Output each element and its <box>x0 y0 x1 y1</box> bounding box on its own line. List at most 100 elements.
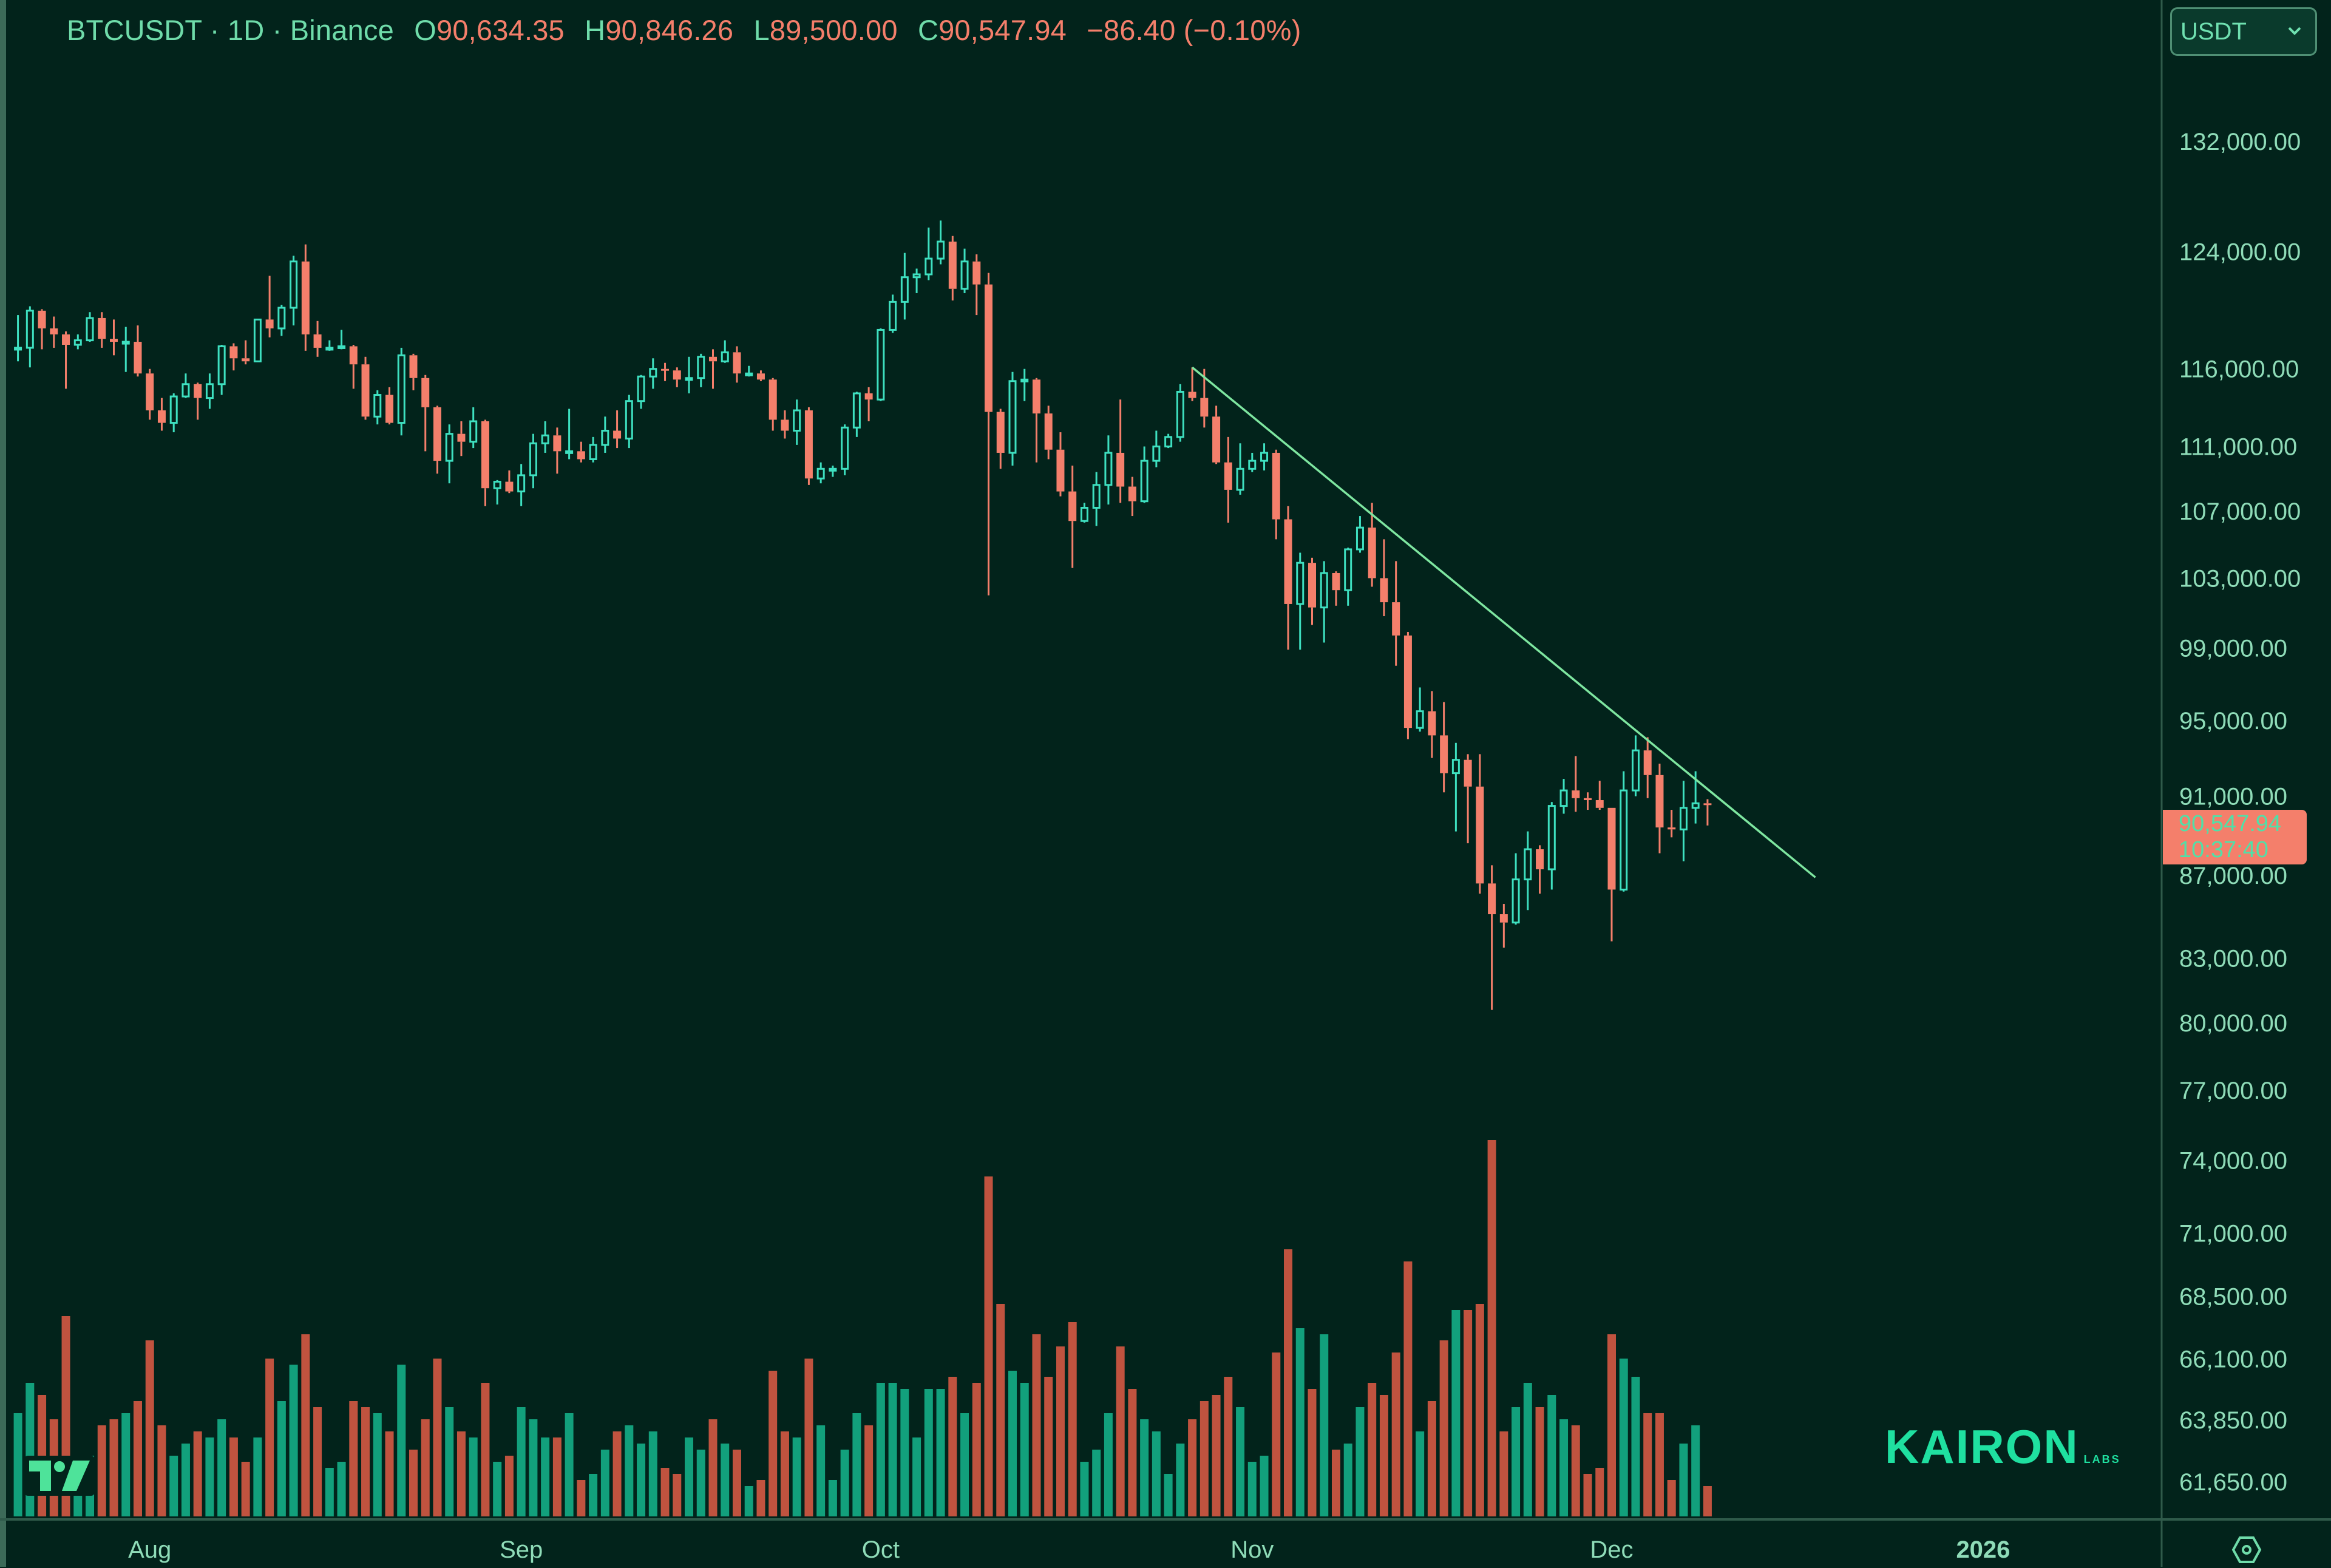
volume-bar <box>1595 1468 1604 1516</box>
tradingview-logo-icon[interactable] <box>24 1456 95 1499</box>
candle-body-up <box>1512 878 1520 924</box>
candle-body-up <box>900 276 909 303</box>
currency-select[interactable]: USDT <box>2170 7 2317 56</box>
volume-bar <box>1272 1352 1281 1516</box>
candle <box>205 373 214 409</box>
candle <box>481 419 489 506</box>
volume-bar <box>445 1407 454 1516</box>
volume-bar <box>1523 1383 1532 1516</box>
low-value: 89,500.00 <box>769 14 898 46</box>
volume-bar <box>1116 1346 1125 1516</box>
volume-bar <box>1619 1359 1628 1516</box>
candle-body-down <box>1572 790 1580 798</box>
candle-body-down <box>1607 807 1616 890</box>
candle <box>217 344 226 395</box>
candle-body-down <box>385 395 394 423</box>
candle <box>1152 430 1161 467</box>
candle <box>541 421 549 453</box>
candle <box>912 268 921 293</box>
candle <box>709 349 717 389</box>
candle-body-down <box>409 355 418 378</box>
candle-body-down <box>421 378 430 407</box>
volume-bar <box>948 1377 957 1516</box>
volume-bar <box>1667 1480 1676 1516</box>
price-tick-label: 87,000.00 <box>2179 863 2287 889</box>
candle <box>433 406 441 474</box>
volume-bar <box>1308 1389 1317 1516</box>
volume-bar <box>888 1383 897 1516</box>
candle <box>182 373 190 398</box>
time-tick-label: 2026 <box>1956 1536 2010 1563</box>
open-value: 90,634.35 <box>436 14 565 46</box>
symbol-title[interactable]: BTCUSDT · 1D · Binance <box>67 14 394 46</box>
candle <box>781 410 789 439</box>
volume-bar <box>1451 1310 1461 1516</box>
candle-body-up <box>1416 710 1424 729</box>
candle <box>637 375 645 409</box>
candle-body-down <box>1668 827 1676 830</box>
volume-bar <box>1044 1377 1053 1516</box>
volume-bar <box>1020 1383 1029 1516</box>
candle <box>1499 904 1508 948</box>
candle <box>38 309 46 350</box>
volume-bar <box>1416 1431 1425 1516</box>
candle <box>804 407 813 485</box>
candle-body-up <box>1451 759 1460 775</box>
volume-bar <box>780 1431 789 1516</box>
candle-body-down <box>1032 379 1040 414</box>
volume-bar <box>769 1371 778 1516</box>
candle <box>960 248 969 293</box>
candle <box>877 328 885 401</box>
candle-body-up <box>1104 452 1113 486</box>
candle-body-up <box>937 240 945 260</box>
volume-bar <box>325 1468 334 1516</box>
candle <box>1464 754 1472 844</box>
price-tick-label: 91,000.00 <box>2179 784 2287 810</box>
volume-bar <box>456 1431 466 1516</box>
volume-bar <box>1679 1444 1688 1516</box>
volume-bar <box>397 1365 406 1516</box>
candle <box>1236 443 1244 495</box>
candle <box>1044 406 1053 460</box>
bar-countdown: 10:37:40 <box>2179 837 2268 863</box>
gear-hexagon-icon[interactable] <box>2231 1535 2262 1568</box>
candle-body-down <box>673 370 681 380</box>
candle-body-up <box>1620 789 1628 891</box>
volume-bar <box>1320 1334 1329 1516</box>
volume-bar <box>1092 1450 1101 1516</box>
candle-body-up <box>1679 807 1688 830</box>
volume-bar <box>1104 1413 1113 1516</box>
volume-bar <box>1571 1425 1580 1516</box>
candle-body-up <box>816 467 825 480</box>
candle-body-down <box>769 379 777 420</box>
price-tick-label: 77,000.00 <box>2179 1078 2287 1104</box>
volume-bar <box>157 1425 166 1516</box>
volume-bar <box>600 1450 609 1516</box>
time-tick-label: Dec <box>1590 1536 1633 1563</box>
volume-bar <box>612 1431 622 1516</box>
candle-body-up <box>1524 848 1532 881</box>
volume-bar <box>864 1425 874 1516</box>
volume-bar <box>1295 1328 1305 1516</box>
candle-body-down <box>1284 519 1292 604</box>
volume-bar <box>721 1444 730 1516</box>
candle-body-up <box>73 339 82 346</box>
price-tick-label: 103,000.00 <box>2179 565 2301 592</box>
volume-bar <box>337 1462 346 1516</box>
left-border <box>0 0 6 1567</box>
candle <box>553 427 562 474</box>
candle-body-down <box>1128 486 1136 501</box>
candle <box>1428 691 1436 758</box>
volume-bar <box>1643 1413 1652 1516</box>
volume-bar <box>373 1413 382 1516</box>
volume-bar <box>912 1437 921 1516</box>
candle <box>948 236 957 300</box>
candle-body-down <box>1308 563 1316 608</box>
candle-body-down <box>661 368 670 371</box>
logo-name: KAIRON <box>1885 1420 2079 1473</box>
change-value: −86.40 (−0.10%) <box>1087 14 1301 46</box>
candle-body-down <box>505 481 514 492</box>
candle <box>565 409 574 460</box>
candle <box>1451 742 1460 832</box>
